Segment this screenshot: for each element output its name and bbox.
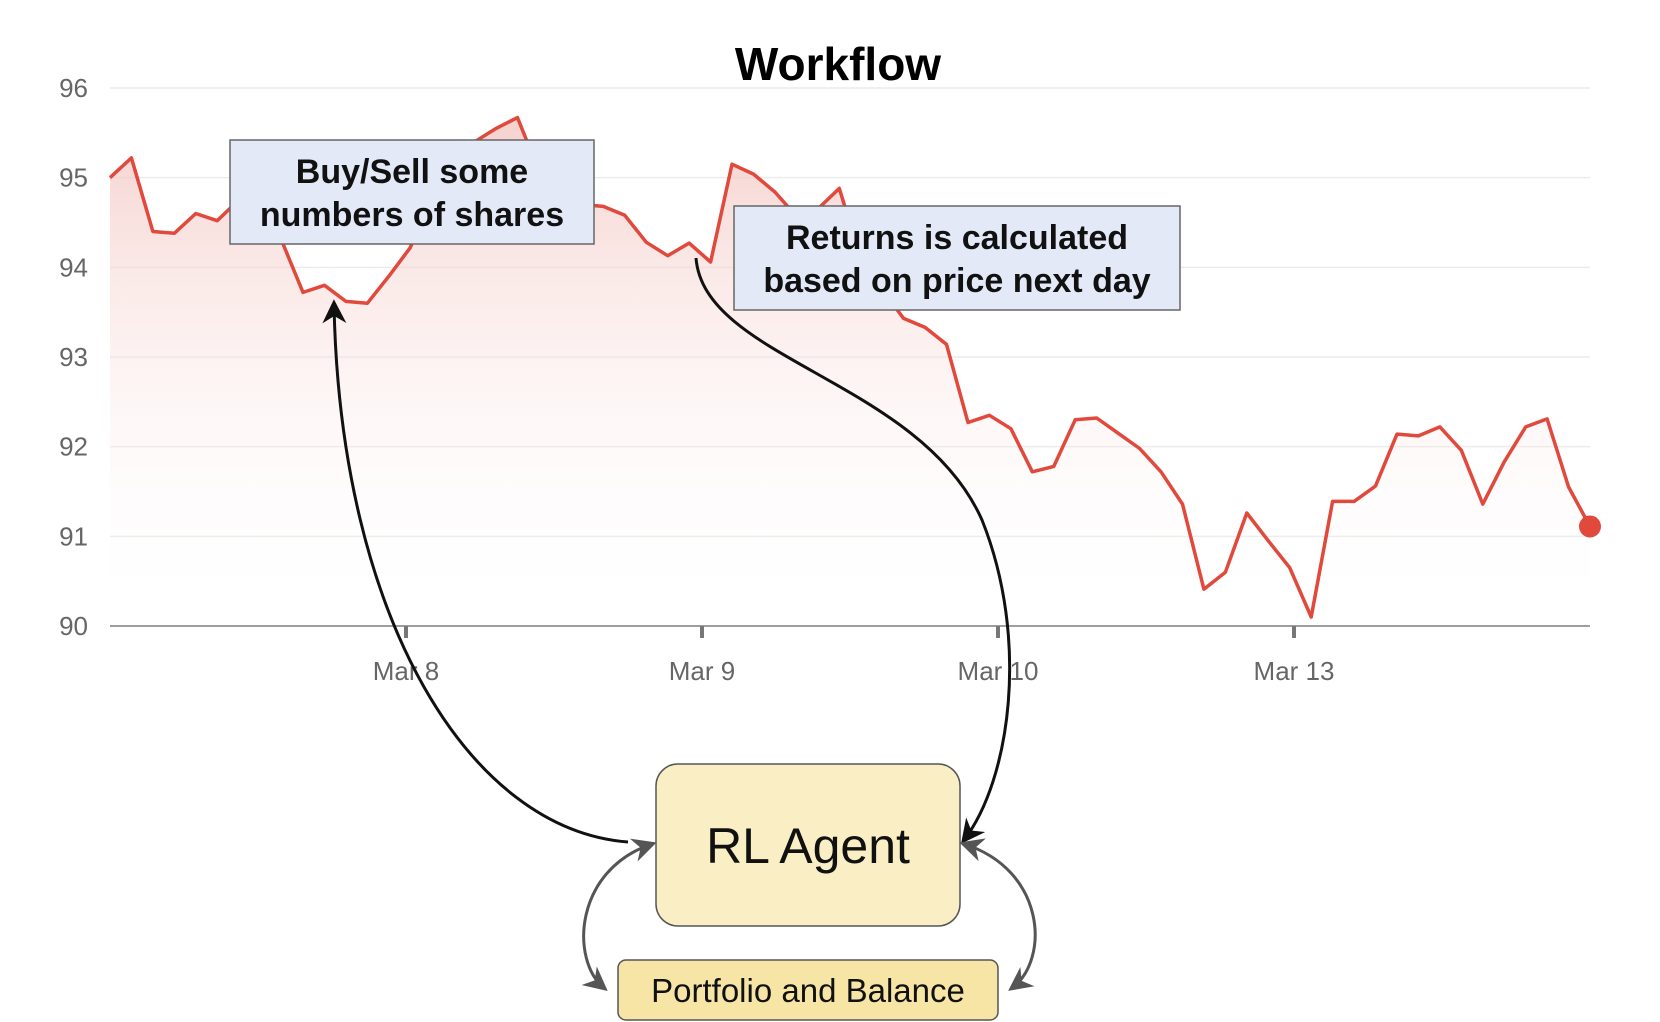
y-tick-label: 91 [59,521,88,551]
y-axis-ticks: 90 91 92 93 94 95 96 [59,73,88,641]
returns-note: Returns is calculated based on price nex… [733,205,1181,311]
return-arrow [694,257,1012,844]
x-tick-label: Mar 10 [958,656,1039,686]
x-tick-label: Mar 8 [373,656,439,686]
portfolio-box: Portfolio and Balance [617,959,999,1021]
x-axis-ticks: Mar 8 Mar 9 Mar 10 Mar 13 [373,626,1335,686]
buy-sell-note-line-1: Buy/Sell some [296,153,528,191]
returns-note-line-1: Returns is calculated [786,219,1128,257]
last-price-point [1579,515,1601,538]
rl-agent-box: RL Agent [655,763,961,927]
returns-note-line-2: based on price next day [763,262,1150,300]
y-tick-label: 94 [59,252,88,282]
y-tick-label: 95 [59,163,88,193]
y-tick-label: 92 [59,432,88,462]
action-arrow [322,299,629,844]
y-tick-label: 96 [59,73,88,103]
rl-agent-label: RL Agent [706,818,910,874]
portfolio-to-agent-arrow [959,838,1037,991]
x-tick-label: Mar 9 [669,656,735,686]
x-tick-label: Mar 13 [1254,656,1335,686]
buy-sell-note: Buy/Sell some numbers of shares [229,139,595,245]
y-tick-label: 90 [59,611,88,641]
portfolio-label: Portfolio and Balance [651,972,965,1009]
buy-sell-note-line-2: numbers of shares [260,196,564,234]
chart-title: Workflow [735,38,941,90]
agent-to-portfolio-arrow [581,838,657,992]
y-tick-label: 93 [59,342,88,372]
